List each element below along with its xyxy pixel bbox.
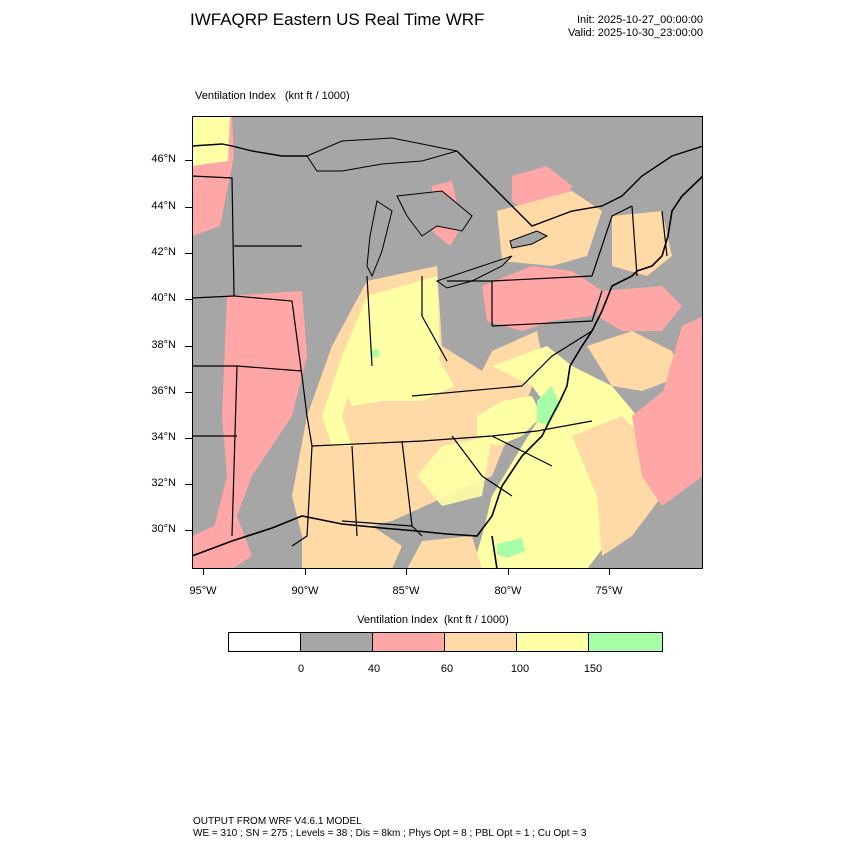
valid-time: Valid: 2025-10-30_23:00:00 xyxy=(568,27,703,39)
colorbar-bin xyxy=(517,633,589,651)
longitude-tick xyxy=(203,569,204,575)
field-region-moderate xyxy=(192,116,703,569)
longitude-label: 90°W xyxy=(291,585,319,597)
colorbar-title: Ventilation Index (knt ft / 1000) xyxy=(357,614,509,626)
model-config: WE = 310 ; SN = 275 ; Levels = 38 ; Dis … xyxy=(193,828,587,839)
longitude-tick xyxy=(406,569,407,575)
latitude-label: 42°N xyxy=(151,246,176,258)
longitude-label: 75°W xyxy=(595,585,623,597)
time-stamps: Init: 2025-10-27_00:00:00 Valid: 2025-10… xyxy=(520,14,703,40)
colorbar-level-label: 0 xyxy=(297,663,305,675)
field-region-very-high xyxy=(370,349,560,558)
international-border xyxy=(192,143,703,227)
latitude-tick xyxy=(185,299,192,300)
longitude-label: 95°W xyxy=(189,585,217,597)
model-info: OUTPUT FROM WRF V4.6.1 MODEL WE = 310 ; … xyxy=(193,816,586,840)
latitude-tick xyxy=(185,253,192,254)
colorbar-level-label: 40 xyxy=(367,663,381,675)
longitude-label: 80°W xyxy=(494,585,522,597)
field-region-high xyxy=(292,266,682,569)
latitude-label: 46°N xyxy=(151,153,176,165)
plot-title: IWFAQRP Eastern US Real Time WRF xyxy=(190,10,485,29)
colorbar-level-label: 60 xyxy=(440,663,454,675)
latitude-label: 32°N xyxy=(151,477,176,489)
latitude-tick xyxy=(185,484,192,485)
latitude-label: 40°N xyxy=(151,292,176,304)
colorbar-level-label: 100 xyxy=(510,663,530,675)
latitude-tick xyxy=(185,392,192,393)
latitude-label: 30°N xyxy=(151,523,176,535)
latitude-tick xyxy=(185,207,192,208)
latitude-label: 44°N xyxy=(151,200,176,212)
coastline xyxy=(192,175,703,569)
colorbar xyxy=(228,632,663,652)
state-boundaries xyxy=(192,175,668,547)
longitude-tick xyxy=(305,569,306,575)
colorbar-bin xyxy=(373,633,445,651)
great-lakes xyxy=(306,137,549,289)
longitude-tick xyxy=(609,569,610,575)
latitude-tick xyxy=(185,530,192,531)
model-version: OUTPUT FROM WRF V4.6.1 MODEL xyxy=(193,816,362,827)
colorbar-bin xyxy=(229,633,301,651)
init-time: Init: 2025-10-27_00:00:00 xyxy=(577,14,703,26)
latitude-tick xyxy=(185,346,192,347)
latitude-tick xyxy=(185,438,192,439)
colorbar-bin xyxy=(445,633,517,651)
colorbar-level-label: 150 xyxy=(583,663,603,675)
longitude-tick xyxy=(508,569,509,575)
latitude-label: 36°N xyxy=(151,385,176,397)
field-label: Ventilation Index (knt ft / 1000) xyxy=(195,90,350,102)
latitude-label: 34°N xyxy=(151,431,176,443)
latitude-label: 38°N xyxy=(151,339,176,351)
longitude-label: 85°W xyxy=(392,585,420,597)
colorbar-bin xyxy=(589,633,662,651)
colorbar-bin xyxy=(301,633,373,651)
latitude-tick xyxy=(185,160,192,161)
ventilation-index-map xyxy=(192,116,703,569)
